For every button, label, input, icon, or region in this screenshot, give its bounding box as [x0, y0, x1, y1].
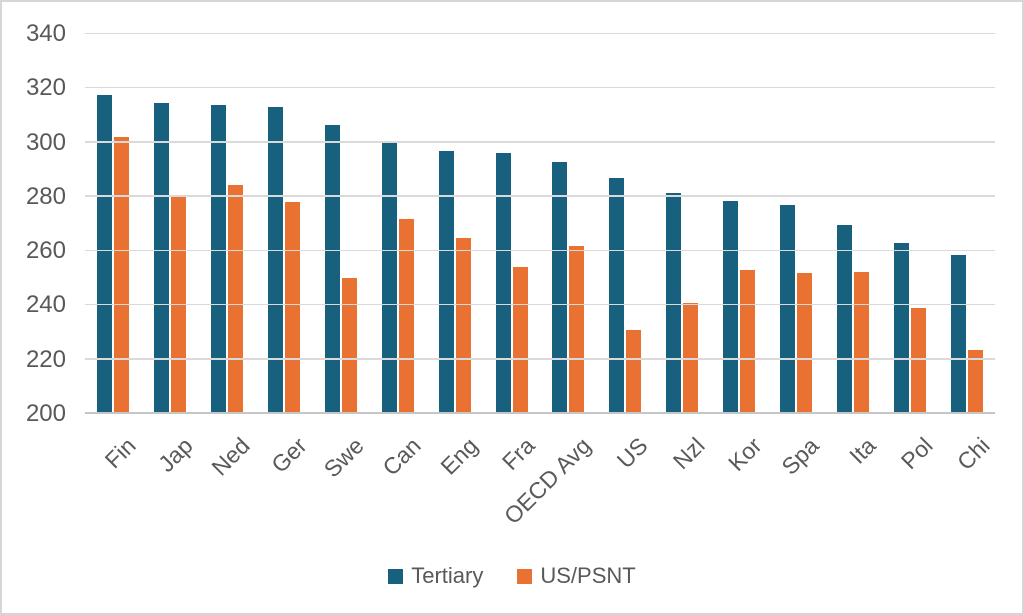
tertiary-swatch-icon — [388, 568, 404, 584]
bar-group-ned — [199, 34, 256, 414]
bar-groups — [85, 34, 995, 414]
bar-uspsnt-spa — [796, 272, 812, 414]
x-axis-tick-label-kor: Kor — [723, 432, 767, 476]
x-axis-tick-label-chi: Chi — [951, 432, 995, 476]
y-axis-tick-label: 300 — [25, 128, 66, 156]
gridline-y340 — [85, 32, 995, 34]
bar-group-swe — [313, 34, 370, 414]
bar-uspsnt-eng — [455, 237, 471, 414]
bar-uspsnt-pol — [910, 308, 926, 414]
bar-group-fra — [483, 34, 540, 414]
bar-uspsnt-oecd-avg — [569, 245, 585, 414]
gridline-y220 — [85, 358, 995, 360]
bar-group-jap — [142, 34, 199, 414]
x-axis-tick-label-can: Can — [377, 432, 426, 481]
bar-uspsnt-can — [398, 218, 414, 414]
bar-tertiary-oecd-avg — [552, 161, 568, 414]
bar-group-fin — [85, 34, 142, 414]
gridline-y320 — [85, 86, 995, 89]
bar-uspsnt-fin — [114, 137, 130, 414]
bar-uspsnt-ned — [228, 184, 244, 414]
bar-tertiary-ita — [836, 225, 852, 414]
gridline-y200 — [85, 412, 995, 414]
x-axis-tick-label-fra: Fra — [496, 432, 540, 476]
bar-group-oecd-avg — [540, 34, 597, 414]
bar-tertiary-eng — [438, 150, 454, 414]
bar-tertiary-kor — [723, 200, 739, 414]
bar-group-eng — [426, 34, 483, 414]
legend-label-tertiary: Tertiary — [411, 563, 484, 588]
bar-group-us — [597, 34, 654, 414]
bar-group-ger — [256, 34, 313, 414]
bar-group-ita — [824, 34, 881, 414]
bar-group-can — [369, 34, 426, 414]
legend-item-tertiary: Tertiary — [388, 564, 483, 588]
bar-uspsnt-kor — [740, 270, 756, 414]
x-axis-tick-label-jap: Jap — [153, 432, 198, 477]
bar-uspsnt-fra — [512, 267, 528, 414]
plot-area — [85, 32, 995, 414]
x-axis-tick-label-ned: Ned — [206, 432, 255, 481]
bar-uspsnt-us — [626, 329, 642, 414]
uspsnt-swatch-icon — [517, 568, 533, 584]
x-axis-tick-label-ger: Ger — [266, 432, 312, 478]
y-axis-tick-label: 280 — [25, 182, 66, 210]
bar-tertiary-ned — [211, 104, 227, 414]
bar-group-nzl — [654, 34, 711, 414]
bar-group-spa — [768, 34, 825, 414]
bar-tertiary-spa — [779, 205, 795, 414]
bar-tertiary-fin — [97, 95, 113, 414]
bar-uspsnt-ita — [853, 271, 869, 414]
gridline-y300 — [85, 141, 995, 143]
bar-group-pol — [881, 34, 938, 414]
x-axis-tick-label-nzl: Nzl — [667, 432, 710, 475]
y-axis-tick-label: 240 — [25, 291, 66, 319]
x-axis-tick-label-swe: Swe — [318, 432, 369, 483]
x-axis-tick-label-fin: Fin — [100, 432, 142, 474]
bar-tertiary-ger — [268, 107, 284, 414]
gridline-y280 — [85, 195, 995, 197]
bar-uspsnt-ger — [285, 202, 301, 414]
y-axis-tick-label: 260 — [25, 237, 66, 265]
bar-tertiary-can — [381, 142, 397, 414]
x-axis-tick-label-eng: Eng — [435, 432, 483, 480]
legend: Tertiary US/PSNT — [2, 564, 1022, 588]
x-axis-tick-label-pol: Pol — [895, 432, 938, 475]
y-axis-tick-label: 220 — [25, 345, 66, 373]
bar-tertiary-chi — [950, 255, 966, 414]
bar-group-chi — [938, 34, 995, 414]
bar-tertiary-us — [609, 177, 625, 414]
bar-tertiary-swe — [324, 124, 340, 414]
y-axis-tick-label: 340 — [25, 20, 66, 47]
bar-tertiary-jap — [154, 103, 170, 414]
bar-group-kor — [711, 34, 768, 414]
y-axis-tick-label: 320 — [25, 74, 66, 102]
bar-uspsnt-swe — [341, 278, 357, 414]
legend-item-uspsnt: US/PSNT — [517, 563, 636, 588]
bar-tertiary-fra — [495, 153, 511, 414]
gridline-y240 — [85, 304, 995, 306]
x-axis-tick-label-ita: Ita — [844, 432, 881, 469]
x-axis-tick-label-spa: Spa — [776, 432, 824, 480]
x-axis-tick-label-us: US — [612, 432, 653, 474]
y-axis-tick-label: 200 — [25, 400, 66, 427]
bar-uspsnt-chi — [967, 350, 983, 414]
legend-label-uspsnt: US/PSNT — [540, 563, 636, 588]
gridline-y260 — [85, 249, 995, 252]
bar-tertiary-pol — [893, 243, 909, 414]
